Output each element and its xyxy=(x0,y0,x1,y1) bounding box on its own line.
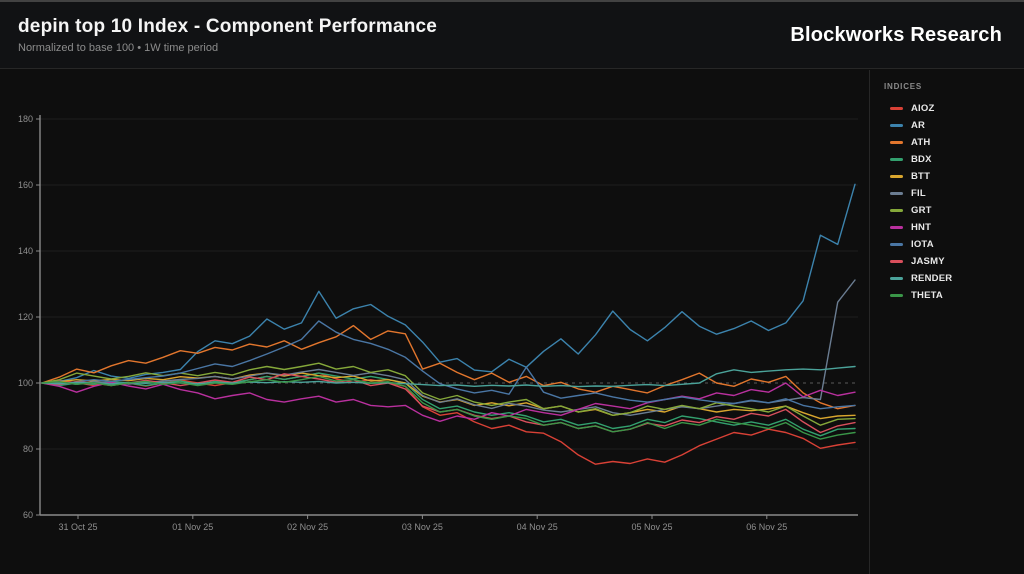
legend-item-grt[interactable]: GRT xyxy=(884,202,1016,219)
series-color-swatch xyxy=(890,141,903,144)
series-color-swatch xyxy=(890,226,903,229)
header-titles: depin top 10 Index - Component Performan… xyxy=(18,16,437,54)
legend-item-label: THETA xyxy=(911,290,943,301)
x-axis-label: 03 Nov 25 xyxy=(402,522,443,532)
page-subtitle: Normalized to base 100 • 1W time period xyxy=(18,42,219,54)
legend-panel: INDICES AIOZ AR ATH BDX BTT FIL GRT HNT IOTA JASM… xyxy=(869,70,1024,574)
legend-item-hnt[interactable]: HNT xyxy=(884,219,1016,236)
series-color-swatch xyxy=(890,192,903,195)
legend-item-label: BDX xyxy=(911,154,932,165)
x-axis-label: 04 Nov 25 xyxy=(517,522,558,532)
legend-item-aioz[interactable]: AIOZ xyxy=(884,100,1016,117)
series-line-bdx xyxy=(41,372,856,437)
legend-item-ath[interactable]: ATH xyxy=(884,134,1016,151)
legend-item-fil[interactable]: FIL xyxy=(884,185,1016,202)
x-axis-label: 31 Oct 25 xyxy=(58,522,97,532)
series-color-swatch xyxy=(890,294,903,297)
legend-item-label: RENDER xyxy=(911,273,953,284)
series-color-swatch xyxy=(890,243,903,246)
series-color-swatch xyxy=(890,124,903,127)
series-line-theta xyxy=(41,375,856,440)
x-axis-label: 06 Nov 25 xyxy=(746,522,787,532)
legend-item-theta[interactable]: THETA xyxy=(884,287,1016,304)
blockworks-research-logo: Blockworks Research xyxy=(790,23,1002,46)
legend-item-label: FIL xyxy=(911,188,926,199)
series-color-swatch xyxy=(890,277,903,280)
x-axis-label: 05 Nov 25 xyxy=(631,522,672,532)
y-axis-label: 80 xyxy=(23,444,33,454)
legend-item-label: BTT xyxy=(911,171,931,182)
y-axis-label: 120 xyxy=(18,312,33,322)
y-axis-label: 140 xyxy=(18,246,33,256)
legend-item-label: GRT xyxy=(911,205,932,216)
y-axis-label: 60 xyxy=(23,510,33,520)
x-axis-label: 02 Nov 25 xyxy=(287,522,328,532)
series-line-hnt xyxy=(41,381,856,422)
series-color-swatch xyxy=(890,107,903,110)
series-color-swatch xyxy=(890,175,903,178)
legend-item-bdx[interactable]: BDX xyxy=(884,151,1016,168)
legend-item-label: AR xyxy=(911,120,926,131)
performance-line-chart[interactable]: 180 160 140 120 100 80 60 31 Oct 25 01 Nov 25 02 … xyxy=(0,70,869,574)
legend-title: INDICES xyxy=(884,82,923,91)
y-axis-label: 100 xyxy=(18,378,33,388)
legend-items: AIOZ AR ATH BDX BTT FIL GRT HNT IOTA JASMY RENDER T… xyxy=(884,100,1016,304)
legend-item-iota[interactable]: IOTA xyxy=(884,236,1016,253)
legend-item-btt[interactable]: BTT xyxy=(884,168,1016,185)
series-line-iota xyxy=(41,320,856,410)
legend-item-jasmy[interactable]: JASMY xyxy=(884,253,1016,270)
series-color-swatch xyxy=(890,158,903,161)
series-line-fil xyxy=(41,279,856,416)
legend-item-label: AIOZ xyxy=(911,103,935,114)
chart-panel[interactable]: 180 160 140 120 100 80 60 31 Oct 25 01 Nov 25 02 … xyxy=(0,70,869,574)
legend-item-render[interactable]: RENDER xyxy=(884,270,1016,287)
x-axis-label: 01 Nov 25 xyxy=(172,522,213,532)
legend-item-label: IOTA xyxy=(911,239,934,250)
legend-item-label: HNT xyxy=(911,222,932,233)
legend-item-label: JASMY xyxy=(911,256,945,267)
series-line-ath xyxy=(41,324,856,410)
y-axis-label: 160 xyxy=(18,180,33,190)
page-title: depin top 10 Index - Component Performan… xyxy=(18,16,438,37)
legend-item-label: ATH xyxy=(911,137,931,148)
series-color-swatch xyxy=(890,209,903,212)
series-line-aioz xyxy=(41,372,856,465)
y-axis-label: 180 xyxy=(18,114,33,124)
series-color-swatch xyxy=(890,260,903,263)
series-line-ar xyxy=(41,183,856,384)
header: depin top 10 Index - Component Performan… xyxy=(0,2,1024,69)
legend-item-ar[interactable]: AR xyxy=(884,117,1016,134)
